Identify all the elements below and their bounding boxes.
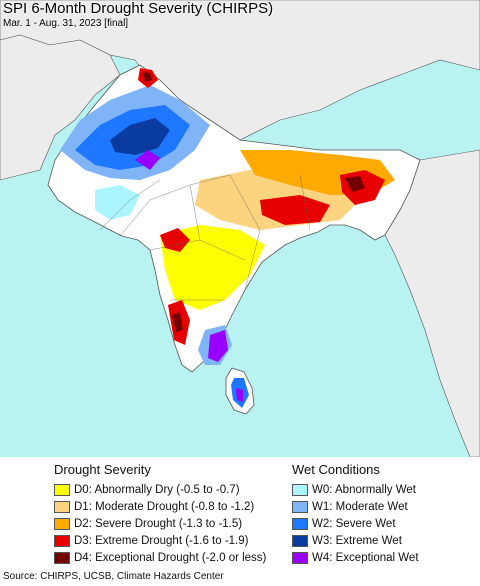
legend-swatch-w4 <box>292 551 308 564</box>
legend-item-d1: D1: Moderate Drought (-0.8 to -1.2) <box>54 498 266 515</box>
dry-abnormal-area <box>160 225 265 310</box>
legend-label-w3: W3: Extreme Wet <box>312 534 402 547</box>
legend-item-w1: W1: Moderate Wet <box>292 498 419 515</box>
legend-item-w4: W4: Exceptional Wet <box>292 549 419 566</box>
drought-map: SPI 6-Month Drought Severity (CHIRPS) Ma… <box>0 0 480 457</box>
map-title: SPI 6-Month Drought Severity (CHIRPS) <box>3 0 274 17</box>
dry-extreme-area-west <box>160 228 190 252</box>
legend-label-w4: W4: Exceptional Wet <box>312 551 419 564</box>
legend-swatch-d3 <box>54 534 70 547</box>
wet-sri-lanka-exceptional <box>236 388 243 402</box>
wet-legend-heading: Wet Conditions <box>292 462 380 477</box>
legend-label-w2: W2: Severe Wet <box>312 517 396 530</box>
map-canvas <box>0 0 480 457</box>
internal-boundaries <box>99 174 311 301</box>
legend-item-d4: D4: Exceptional Drought (-2.0 or less) <box>54 549 266 566</box>
legend-swatch-d2 <box>54 517 70 530</box>
legend-label-w1: W1: Moderate Wet <box>312 500 408 513</box>
wet-extreme-area <box>110 118 170 155</box>
legend-label-d2: D2: Severe Drought (-1.3 to -1.5) <box>74 517 243 530</box>
dry-exceptional-area-east <box>345 176 365 192</box>
drought-legend: Drought Severity D0: Abnormally Dry (-0.… <box>54 462 266 566</box>
legend-item-d0: D0: Abnormally Dry (-0.5 to -0.7) <box>54 481 266 498</box>
legend-label-d0: D0: Abnormally Dry (-0.5 to -0.7) <box>74 483 240 496</box>
legend-item-d2: D2: Severe Drought (-1.3 to -1.5) <box>54 515 266 532</box>
legend-swatch-d0 <box>54 483 70 496</box>
wet-south-exceptional <box>208 330 228 362</box>
legend-swatch-w3 <box>292 534 308 547</box>
drought-legend-heading: Drought Severity <box>54 462 151 477</box>
legend-label-d4: D4: Exceptional Drought (-2.0 or less) <box>74 551 267 564</box>
legend-item-d3: D3: Extreme Drought (-1.6 to -1.9) <box>54 532 266 549</box>
dry-exceptional-area-south <box>172 312 183 332</box>
land-west <box>0 34 121 181</box>
legend-item-w0: W0: Abnormally Wet <box>292 481 419 498</box>
legend-label-d3: D3: Extreme Drought (-1.6 to -1.9) <box>74 534 249 547</box>
wet-exceptional-area-north <box>135 150 160 170</box>
legend-swatch-d1 <box>54 500 70 513</box>
legend-swatch-w0 <box>292 483 308 496</box>
legend-label-d1: D1: Moderate Drought (-0.8 to -1.2) <box>74 500 255 513</box>
legend-swatch-d4 <box>54 551 70 564</box>
wet-legend: Wet Conditions W0: Abnormally Wet W1: Mo… <box>292 462 419 566</box>
legend-item-w2: W2: Severe Wet <box>292 515 419 532</box>
wet-abnormal-area <box>95 185 140 220</box>
source-credit: Source: CHIRPS, UCSB, Climate Hazards Ce… <box>3 571 224 582</box>
legend-item-w3: W3: Extreme Wet <box>292 532 419 549</box>
map-subtitle: Mar. 1 - Aug. 31, 2023 [final] <box>3 18 129 29</box>
legend-label-w0: W0: Abnormally Wet <box>312 483 416 496</box>
dry-exceptional-area-north <box>143 72 152 82</box>
legend: Drought Severity D0: Abnormally Dry (-0.… <box>0 457 480 569</box>
legend-swatch-w2 <box>292 517 308 530</box>
legend-swatch-w1 <box>292 500 308 513</box>
dry-extreme-area <box>260 195 330 225</box>
